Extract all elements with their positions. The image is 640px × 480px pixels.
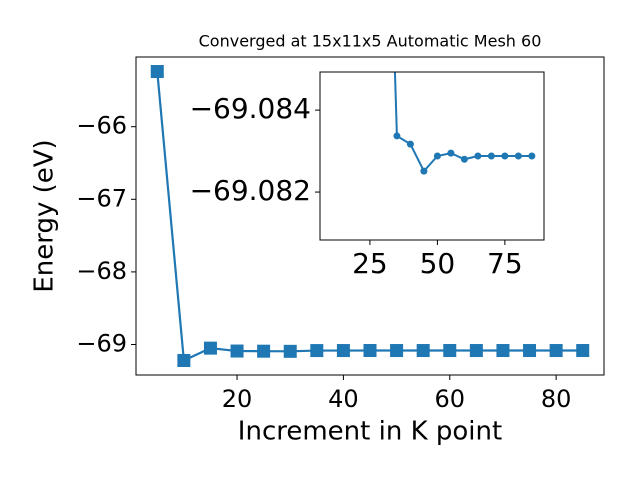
x-tick-label: 50 (420, 247, 456, 280)
marker (363, 343, 377, 357)
x-tick-label: 40 (328, 385, 359, 413)
marker (177, 353, 191, 367)
x-axis-label: Increment in K point (238, 417, 502, 447)
marker (576, 344, 590, 358)
marker (420, 167, 428, 175)
y-tick-label: −67 (76, 184, 127, 212)
marker (393, 132, 401, 140)
marker (523, 344, 537, 358)
marker (416, 344, 430, 358)
plot-content (150, 65, 590, 367)
x-tick-label: 80 (541, 385, 572, 413)
plot-content (393, 72, 536, 175)
marker (487, 152, 495, 160)
marker (257, 344, 271, 358)
marker (528, 152, 536, 160)
marker (406, 140, 414, 148)
marker (549, 344, 563, 358)
y-tick-label: −66 (76, 112, 127, 140)
y-tick-label: −69.082 (190, 174, 311, 207)
marker (230, 344, 244, 358)
marker (203, 341, 217, 355)
y-tick-label: −68 (76, 257, 127, 285)
marker (474, 152, 482, 160)
marker (514, 152, 522, 160)
marker (501, 152, 509, 160)
marker (283, 344, 297, 358)
marker (310, 344, 324, 358)
axes-frame (319, 71, 545, 241)
marker (150, 65, 164, 79)
marker (433, 152, 441, 160)
x-tick-label: 20 (222, 385, 253, 413)
x-tick-label: 75 (487, 247, 523, 280)
y-tick-label: −69.084 (190, 92, 311, 125)
y-tick-label: −69 (76, 330, 127, 358)
x-tick-label: 25 (352, 247, 388, 280)
marker (390, 344, 404, 358)
axes-frame (135, 56, 605, 376)
marker (460, 155, 468, 163)
chart-title: Converged at 15x11x5 Automatic Mesh 60 (199, 32, 542, 51)
marker (443, 344, 457, 358)
x-tick-label: 60 (434, 385, 465, 413)
marker (336, 344, 350, 358)
marker (469, 344, 483, 358)
marker (496, 344, 510, 358)
marker (447, 149, 455, 157)
y-axis-label: Energy (eV) (30, 139, 60, 292)
